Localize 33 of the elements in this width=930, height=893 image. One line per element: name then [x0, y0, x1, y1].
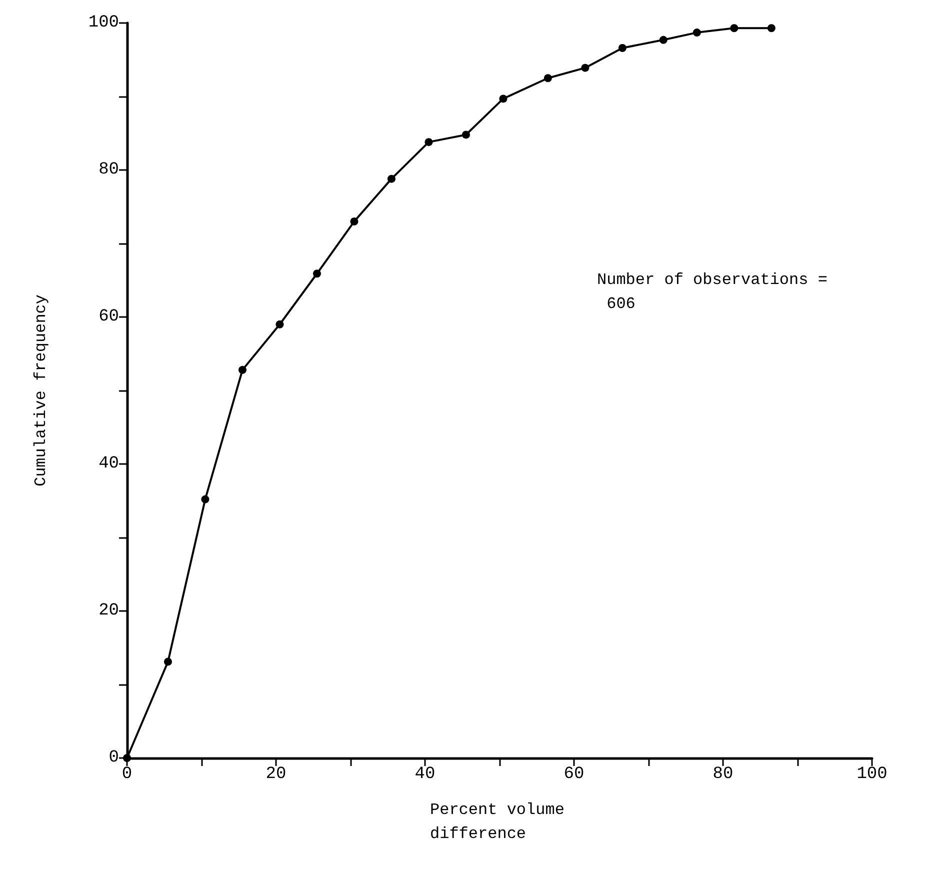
point [350, 217, 358, 226]
point [164, 658, 172, 666]
point [767, 24, 776, 32]
point [276, 320, 284, 328]
x-tick-label: 20 [266, 765, 286, 784]
point [424, 138, 433, 146]
y-tick-label: 40 [98, 454, 119, 474]
point [123, 754, 131, 762]
point [238, 366, 246, 374]
y-tick-label: 80 [98, 160, 119, 180]
annotation: Number of observations = 606 [597, 271, 828, 313]
point [201, 495, 210, 504]
y-axis-title: Cumulative frequency [32, 294, 50, 487]
point [544, 74, 552, 82]
point [730, 24, 738, 32]
y-tick-label: 60 [98, 308, 119, 326]
y-tick-label: 0 [108, 748, 119, 768]
point [499, 94, 508, 103]
x-tick-label: 0 [122, 765, 132, 784]
x-tick-label: 100 [856, 765, 888, 784]
point [312, 270, 321, 278]
x-tick-label: 80 [712, 765, 734, 784]
point [618, 44, 626, 52]
x-tick-label: 60 [564, 765, 584, 784]
point [692, 28, 701, 37]
x-axis-title: Percent volume difference [430, 801, 574, 843]
point [581, 64, 590, 72]
point [462, 130, 470, 139]
point [387, 174, 396, 183]
y-tick-label: 100 [88, 14, 119, 32]
x-tick-label: 40 [414, 765, 436, 784]
point [659, 36, 668, 44]
y-tick-label: 20 [98, 602, 119, 620]
